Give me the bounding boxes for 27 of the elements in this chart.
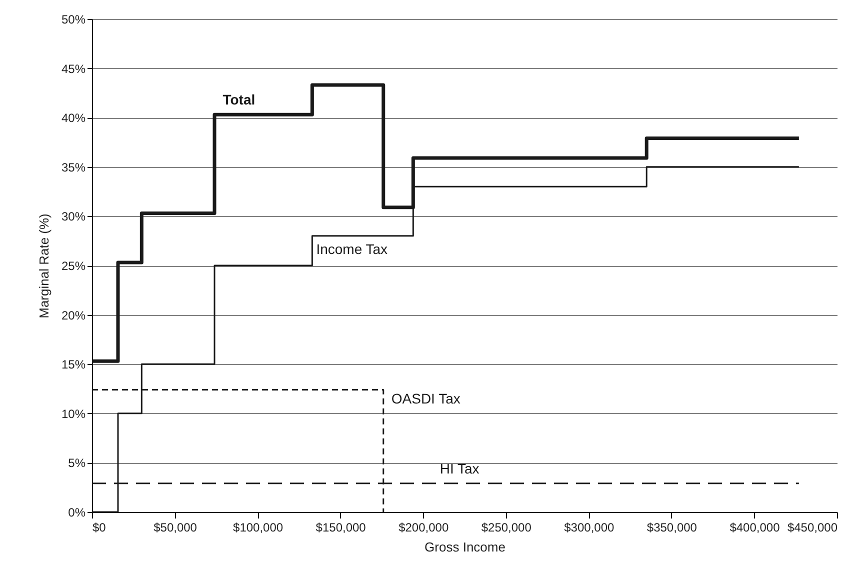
x-axis-title: Gross Income (424, 540, 506, 554)
series-label: OASDI Tax (391, 390, 460, 407)
series-label: Income Tax (316, 240, 388, 257)
y-tick-label: 25% (61, 259, 86, 273)
y-tick-label: 15% (61, 358, 86, 372)
y-tick-label: 50% (61, 12, 86, 26)
series-label: Total (222, 92, 256, 108)
x-tick-label: $100,000 (233, 520, 284, 534)
y-tick-label: 10% (61, 406, 86, 421)
series-label: HI Tax (440, 460, 480, 476)
x-tick-label: $50,000 (154, 520, 198, 534)
x-tick-label: $200,000 (398, 520, 449, 534)
y-tick-label: 30% (61, 210, 86, 224)
y-tick-label: 20% (61, 308, 86, 322)
y-tick-label: 0% (68, 506, 86, 520)
x-tick-label: $250,000 (481, 520, 532, 534)
x-tick-label: $0 (92, 520, 106, 534)
x-tick-label: $450,000 (787, 520, 838, 534)
y-tick-label: 40% (61, 111, 86, 126)
x-tick-label: $400,000 (730, 520, 780, 534)
y-axis-title: Marginal Rate (%) (36, 214, 52, 318)
x-tick-label: $300,000 (564, 520, 615, 534)
x-tick-label: $150,000 (316, 520, 366, 534)
y-tick-label: 35% (61, 160, 86, 174)
y-tick-label: 5% (68, 456, 86, 470)
x-tick-label: $350,000 (646, 520, 698, 534)
y-tick-label: 45% (61, 62, 86, 76)
